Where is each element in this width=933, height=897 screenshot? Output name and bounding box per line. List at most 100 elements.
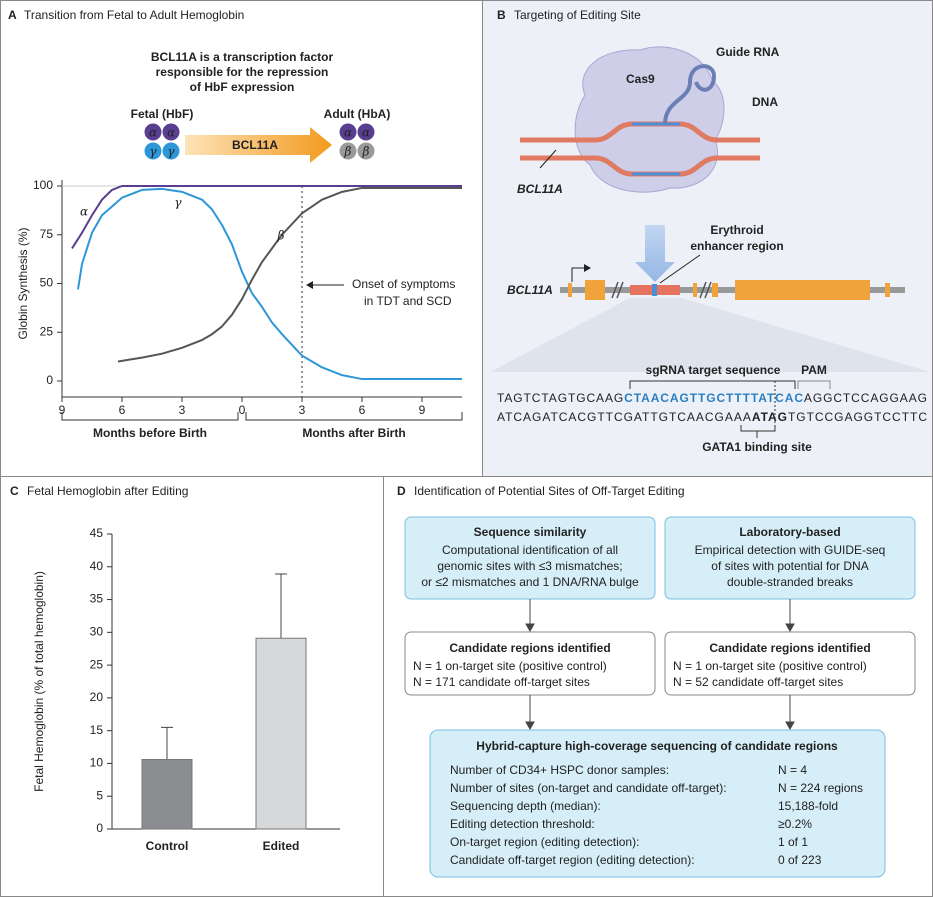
- box-title: Sequence similarity: [474, 525, 587, 539]
- series-label: α: [80, 205, 88, 219]
- box-line: N = 1 on-target site (positive control): [673, 659, 867, 673]
- summary-value: 0 of 223: [778, 853, 822, 867]
- chain-symbol: β: [344, 145, 352, 159]
- box-line: genomic sites with ≤3 mismatches;: [437, 559, 622, 573]
- x-group-label: Months before Birth: [93, 426, 207, 440]
- category-label: Edited: [263, 839, 300, 853]
- series-line: [71, 185, 462, 249]
- y-tick-label: 20: [90, 690, 104, 704]
- fetal-label: Fetal (HbF): [131, 107, 194, 121]
- x-tick-label: 3: [179, 403, 186, 417]
- box-line: of sites with potential for DNA: [711, 559, 868, 573]
- summary-value: N = 4: [778, 763, 807, 777]
- panel-label: A: [8, 8, 17, 22]
- box-title: Candidate regions identified: [449, 641, 610, 655]
- strand-segment: TAGTCTAGTGCAAG: [497, 391, 623, 405]
- series-line: [117, 186, 462, 363]
- chain-symbol: α: [167, 126, 175, 140]
- summary-label: Number of CD34+ HSPC donor samples:: [450, 763, 669, 777]
- panel-title: Transition from Fetal to Adult Hemoglobi…: [24, 8, 244, 22]
- x-tick-label: 0: [239, 403, 246, 417]
- chain: [144, 123, 162, 141]
- pam-label: PAM: [801, 363, 827, 377]
- box-line: Computational identification of all: [442, 543, 618, 557]
- y-tick-label: 30: [90, 625, 104, 639]
- box-line: N = 52 candidate off-target sites: [673, 675, 843, 689]
- panel-title: Targeting of Editing Site: [514, 8, 641, 22]
- summary-label: On-target region (editing detection):: [450, 835, 639, 849]
- chain-symbol: α: [149, 126, 157, 140]
- series-label: β: [277, 229, 285, 243]
- x-group-label: Months after Birth: [302, 426, 405, 440]
- panel-b-art: [490, 46, 930, 438]
- y-tick-label: 75: [40, 227, 54, 241]
- y-tick-label: 0: [96, 821, 103, 835]
- strand: TAGTCTAGTGCAAGCTAACAGTTGCTTTTATCACAGGCTC…: [497, 391, 927, 405]
- chain-symbol: β: [362, 145, 370, 159]
- x-tick-label: 6: [119, 403, 126, 417]
- adult-label: Adult (HbA): [324, 107, 391, 121]
- x-group-bracket: [61, 412, 239, 421]
- panel-label: D: [397, 484, 406, 498]
- chain: [162, 123, 180, 141]
- chain-symbol: α: [344, 126, 352, 140]
- panel-label: C: [10, 484, 19, 498]
- bcl11a-arrow: [185, 127, 332, 163]
- strand-segment: CTCCAGGAAG: [833, 391, 927, 405]
- caption: responsible for the repression: [156, 65, 329, 79]
- y-tick-label: 25: [40, 324, 54, 338]
- chain: [162, 142, 180, 160]
- onset-arrowhead: [306, 281, 313, 289]
- chain: [357, 123, 375, 141]
- strand-segment: CTAACAGTTGCTTTTATCAC: [624, 391, 803, 405]
- summary-value: 15,188-fold: [778, 799, 838, 813]
- factor-label: BCL11A: [232, 138, 278, 152]
- box-title: Candidate regions identified: [709, 641, 870, 655]
- sgrna-label: sgRNA target sequence: [646, 363, 781, 377]
- cas9-label: Cas9: [626, 72, 655, 86]
- box-line: N = 1 on-target site (positive control): [413, 659, 607, 673]
- enhancer-label: Erythroid: [710, 223, 763, 237]
- y-tick-label: 100: [33, 178, 53, 192]
- y-tick-label: 50: [40, 276, 54, 290]
- y-tick-label: 45: [90, 526, 104, 540]
- gene-label: BCL11A: [507, 283, 553, 297]
- x-tick-label: 3: [299, 403, 306, 417]
- y-tick-label: 0: [46, 373, 53, 387]
- box-title: Laboratory-based: [739, 525, 840, 539]
- box-line: double-stranded breaks: [727, 575, 853, 589]
- series-label: γ: [174, 196, 182, 210]
- chain: [357, 142, 375, 160]
- category-label: Control: [146, 839, 189, 853]
- panel-title: Fetal Hemoglobin after Editing: [27, 484, 188, 498]
- x-group-bracket: [245, 412, 463, 421]
- chain-symbol: α: [362, 126, 370, 140]
- x-tick-label: 9: [59, 403, 66, 417]
- onset-text: in TDT and SCD: [364, 294, 452, 308]
- box-line: or ≤2 mismatches and 1 DNA/RNA bulge: [421, 575, 639, 589]
- y-tick-label: 5: [96, 788, 103, 802]
- y-tick-label: 40: [90, 559, 104, 573]
- panel-d-art: [404, 516, 916, 878]
- chain: [339, 123, 357, 141]
- x-tick-label: 9: [419, 403, 426, 417]
- chain-symbol: γ: [149, 145, 157, 159]
- y-axis-label: Fetal Hemoglobin (% of total hemoglobin): [32, 571, 46, 792]
- summary-value: N = 224 regions: [778, 781, 863, 795]
- y-tick-label: 10: [90, 756, 104, 770]
- guide-label: Guide RNA: [716, 45, 780, 59]
- y-axis-label: Globin Synthesis (%): [16, 227, 30, 339]
- box-line: Empirical detection with GUIDE-seq: [695, 543, 886, 557]
- bar: [141, 759, 193, 830]
- gene-label: BCL11A: [517, 182, 563, 196]
- strand-segment: TGTCCGAGGTCCTTC: [788, 410, 927, 424]
- bar: [255, 637, 307, 830]
- summary-value: ≥0.2%: [778, 817, 812, 831]
- summary-label: Sequencing depth (median):: [450, 799, 601, 813]
- strand-segment: ATAG: [752, 410, 787, 424]
- box-line: N = 171 candidate off-target sites: [413, 675, 590, 689]
- strand-segment: AGG: [804, 391, 833, 405]
- summary-title: Hybrid-capture high-coverage sequencing …: [476, 739, 838, 753]
- panel-title: Identification of Potential Sites of Off…: [414, 484, 685, 498]
